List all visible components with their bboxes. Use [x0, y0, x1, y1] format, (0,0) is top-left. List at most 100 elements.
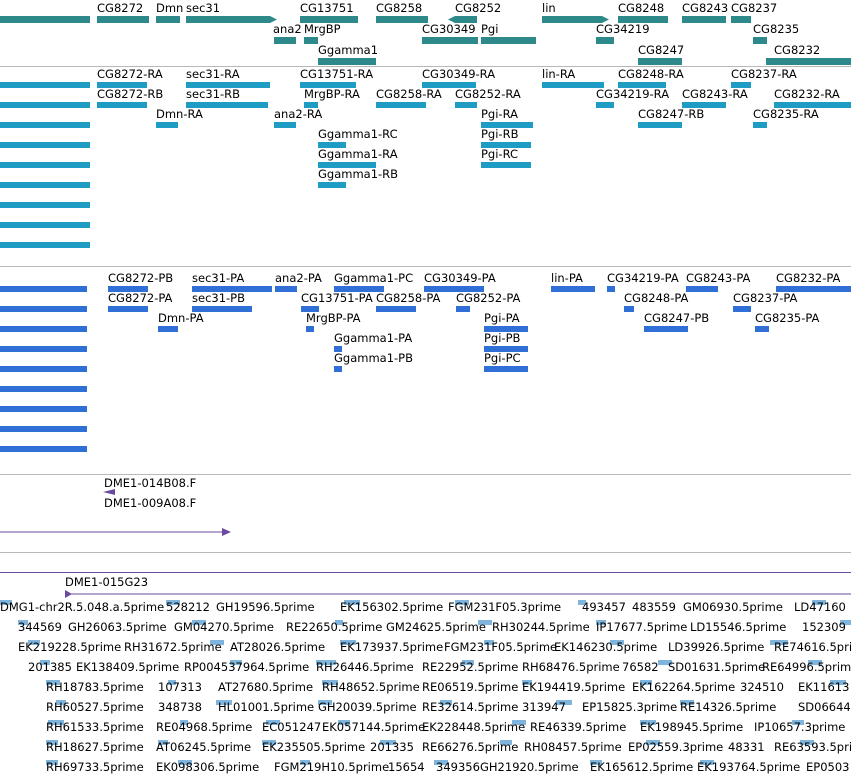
est-label[interactable]: SD01631.5prime — [668, 660, 766, 674]
transcript-label[interactable]: CG8272-RA — [97, 67, 163, 81]
gene-label[interactable]: CG34219 — [596, 22, 650, 36]
est-label[interactable]: RH60527.5prime — [46, 700, 144, 714]
protein-label[interactable]: CG13751-PA — [301, 291, 373, 305]
transcript-label[interactable]: Ggamma1-RB — [318, 167, 399, 181]
est-label[interactable]: EK162264.5prime — [632, 680, 736, 694]
est-label[interactable]: 76582 — [622, 660, 659, 674]
gene-glyphs[interactable] — [0, 0, 851, 66]
transcript-label[interactable]: lin-RA — [542, 67, 576, 81]
est-label[interactable]: IP10657.3prime — [754, 720, 846, 734]
est-label[interactable]: EK173937.5prime — [340, 640, 444, 654]
transcript-label[interactable]: Pgi-RA — [481, 107, 518, 121]
transcript-label[interactable]: CG8243-RA — [682, 87, 748, 101]
est-label[interactable]: EC051247 — [262, 720, 322, 734]
bac-clone-label[interactable]: DME1-015G23 — [65, 575, 149, 589]
est-label[interactable]: EP0503 — [806, 760, 850, 774]
est-label[interactable]: RE14326.5prime — [680, 700, 777, 714]
est-label[interactable]: GH21920.5prime — [480, 760, 579, 774]
protein-label[interactable]: Pgi-PA — [484, 311, 520, 325]
est-label[interactable]: FGM219H10.5prime — [274, 760, 390, 774]
bac-end-label[interactable]: DME1-014B08.F — [104, 476, 197, 490]
transcript-label[interactable]: CG8232-RA — [774, 87, 840, 101]
protein-label[interactable]: Dmn-PA — [158, 311, 204, 325]
gene-label[interactable]: MrgBP — [304, 22, 341, 36]
gene-label[interactable]: Pgi — [481, 22, 499, 36]
est-label[interactable]: EK235505.5prime — [262, 740, 366, 754]
protein-label[interactable]: CG8243-PA — [686, 271, 751, 285]
transcript-label[interactable]: CG8272-RB — [97, 87, 164, 101]
transcript-label[interactable]: sec31-RA — [186, 67, 240, 81]
est-label[interactable]: LD15546.5prime — [690, 620, 787, 634]
est-label[interactable]: 201385 — [28, 660, 72, 674]
est-label[interactable]: GM04270.5prime — [174, 620, 274, 634]
est-label[interactable]: RH48652.5prime — [322, 680, 420, 694]
est-label[interactable]: EK193764.5prime — [697, 760, 801, 774]
gene-label[interactable]: CG30349 — [422, 22, 476, 36]
transcript-label[interactable]: CG8252-RA — [455, 87, 521, 101]
est-label[interactable]: 107313 — [158, 680, 202, 694]
est-label[interactable]: RH30244.5prime — [492, 620, 590, 634]
transcript-label[interactable]: CG8258-RA — [376, 87, 442, 101]
est-label[interactable]: RE64996.5prime — [762, 660, 851, 674]
est-label[interactable]: 493457 — [582, 600, 626, 614]
gene-label[interactable]: ana2 — [273, 22, 302, 36]
bac-end-label[interactable]: DME1-009A08.F — [104, 496, 197, 510]
bac-end-glyphs[interactable] — [0, 474, 851, 544]
est-label[interactable]: RH68476.5prime — [522, 660, 620, 674]
est-label[interactable]: LD47160 — [794, 600, 846, 614]
transcript-label[interactable]: CG13751-RA — [300, 67, 374, 81]
protein-label[interactable]: CG8258-PA — [376, 291, 441, 305]
gene-label[interactable]: CG8258 — [376, 1, 423, 15]
transcript-label[interactable]: MrgBP-RA — [304, 87, 360, 101]
protein-label[interactable]: Ggamma1-PC — [334, 271, 414, 285]
gene-label[interactable]: CG8243 — [682, 1, 729, 15]
transcript-label[interactable]: Pgi-RC — [481, 147, 519, 161]
est-label[interactable]: RE63593.5prime — [774, 740, 851, 754]
gene-label[interactable]: CG13751 — [300, 1, 354, 15]
protein-label[interactable]: Ggamma1-PA — [334, 331, 413, 345]
transcript-label[interactable]: CG34219-RA — [596, 87, 670, 101]
est-label[interactable]: GM06930.5prime — [683, 600, 783, 614]
est-label[interactable]: DMG1-chr2R.5.048.a.5prime — [0, 600, 165, 614]
est-label[interactable]: EK156302.5prime — [340, 600, 444, 614]
est-label[interactable]: HL01001.5prime — [218, 700, 315, 714]
protein-label[interactable]: CG8272-PA — [108, 291, 173, 305]
gene-label[interactable]: CG8232 — [774, 43, 821, 57]
est-label[interactable]: RH69733.5prime — [46, 760, 144, 774]
est-label[interactable]: LD39926.5prime — [668, 640, 765, 654]
est-label[interactable]: RH61533.5prime — [46, 720, 144, 734]
transcript-label[interactable]: CG8248-RA — [618, 67, 684, 81]
protein-label[interactable]: CG8237-PA — [733, 291, 798, 305]
est-label[interactable]: 483559 — [632, 600, 676, 614]
transcript-glyphs[interactable] — [0, 66, 851, 266]
est-label[interactable]: RH08457.5prime — [524, 740, 622, 754]
est-label[interactable]: GH26063.5prime — [68, 620, 167, 634]
est-label[interactable]: RP004537964.5prime — [184, 660, 310, 674]
transcript-label[interactable]: Pgi-RB — [481, 127, 519, 141]
protein-glyphs[interactable] — [0, 266, 851, 474]
est-label[interactable]: SD06644 — [798, 700, 851, 714]
est-glyphs[interactable] — [0, 596, 851, 776]
est-label[interactable]: RH18783.5prime — [46, 680, 144, 694]
protein-label[interactable]: CG34219-PA — [607, 271, 679, 285]
transcript-label[interactable]: ana2-RA — [274, 107, 323, 121]
est-label[interactable]: RE06519.5prime — [422, 680, 519, 694]
bac-clone-glyph[interactable] — [0, 589, 851, 599]
est-label[interactable]: RH26446.5prime — [316, 660, 414, 674]
transcript-label[interactable]: CG30349-RA — [422, 67, 496, 81]
est-label[interactable]: EP15825.3prime — [582, 700, 678, 714]
est-label[interactable]: RE22952.5prime — [422, 660, 519, 674]
est-label[interactable]: EK138409.5prime — [76, 660, 180, 674]
protein-label[interactable]: CG8272-PB — [108, 271, 174, 285]
protein-label[interactable]: sec31-PA — [192, 271, 245, 285]
est-label[interactable]: 152309 — [802, 620, 846, 634]
est-label[interactable]: RH31672.5prime — [124, 640, 222, 654]
est-label[interactable]: EK057144.5prime — [322, 720, 426, 734]
est-label[interactable]: 528212 — [166, 600, 210, 614]
est-label[interactable]: 348738 — [158, 700, 202, 714]
protein-label[interactable]: ana2-PA — [275, 271, 322, 285]
transcript-label[interactable]: Ggamma1-RC — [318, 127, 398, 141]
protein-label[interactable]: CG8235-PA — [755, 311, 820, 325]
est-label[interactable]: EK146230.5prime — [554, 640, 658, 654]
est-label[interactable]: RE46339.5prime — [530, 720, 627, 734]
